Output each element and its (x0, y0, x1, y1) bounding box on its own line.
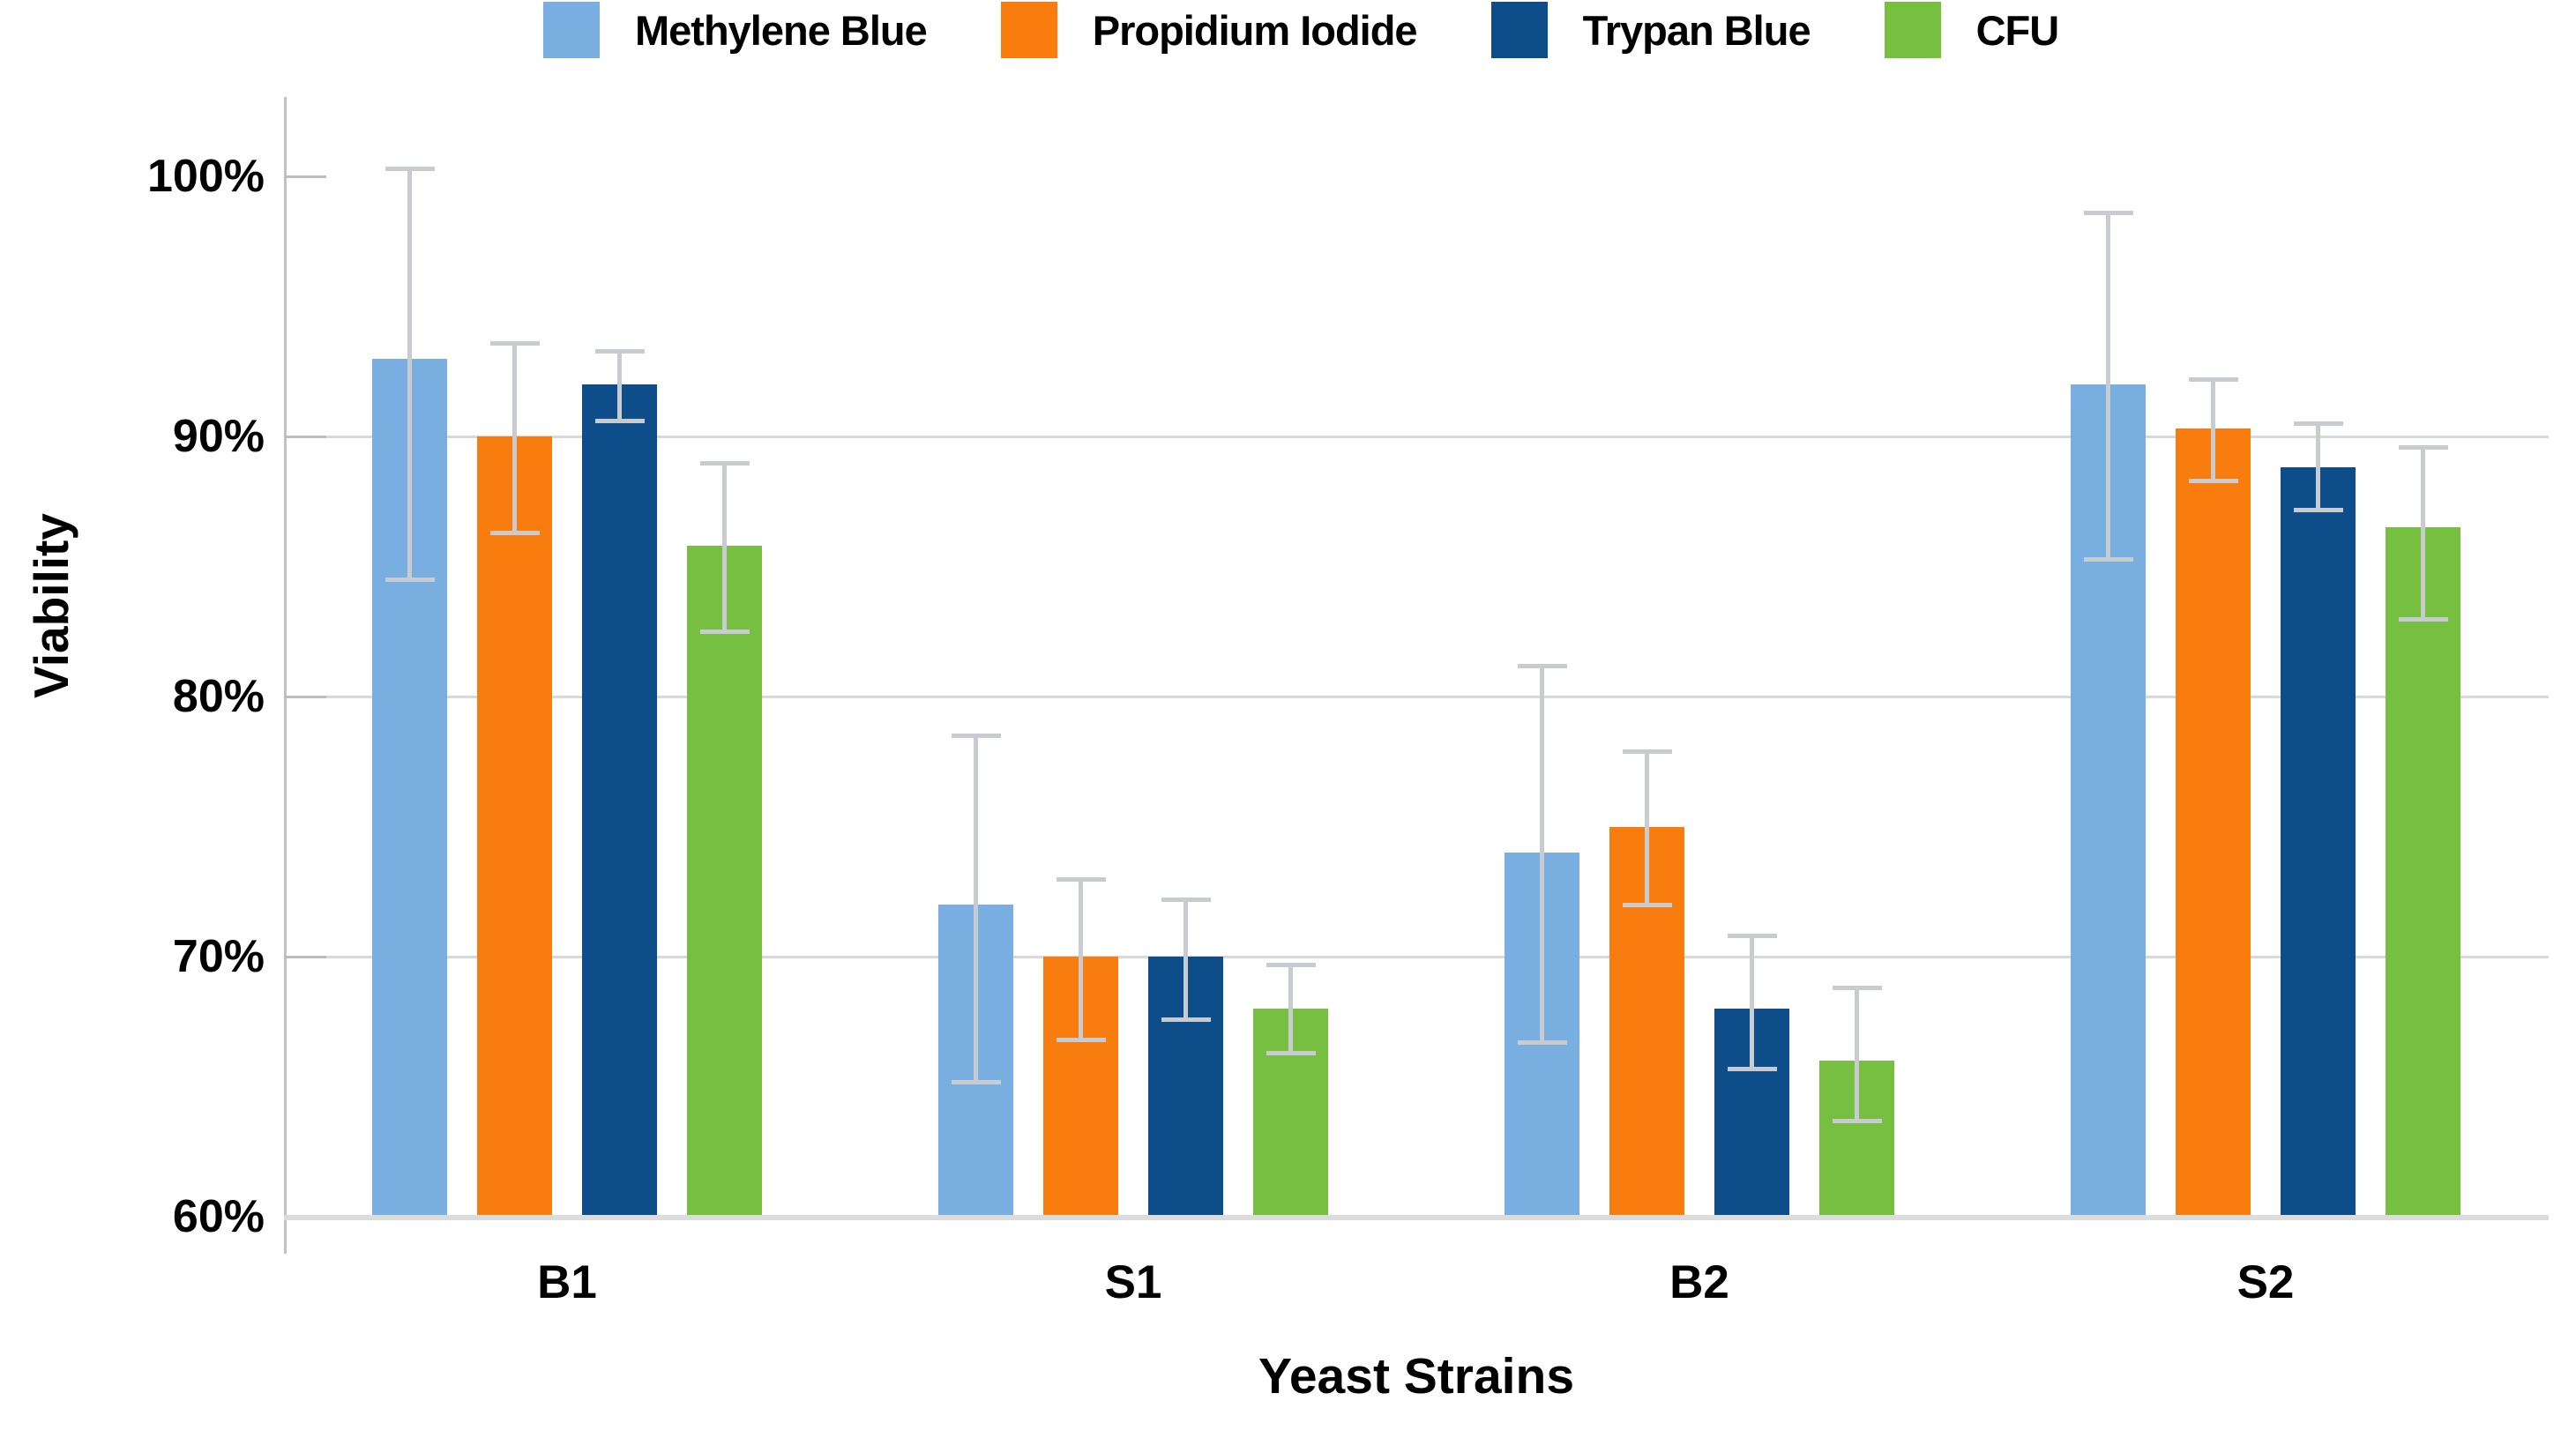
x-axis-baseline (284, 1215, 2549, 1220)
error-whisker (2421, 446, 2425, 619)
legend-label: Methylene Blue (635, 6, 928, 54)
error-cap-top (1266, 962, 1316, 967)
y-tick-label-90: 90% (172, 411, 265, 462)
error-cap-top (951, 734, 1001, 739)
legend-swatch-icon (1490, 2, 1548, 58)
error-whisker (1183, 899, 1188, 1019)
y-tick-80 (284, 696, 326, 698)
error-cap-bottom (1622, 903, 1672, 907)
legend-label: Propidium Iodide (1092, 6, 1418, 54)
x-axis-title: Yeast Strains (1258, 1348, 1575, 1404)
error-cap-top (699, 460, 750, 466)
error-cap-bottom (1161, 1017, 1211, 1022)
error-cap-bottom (385, 577, 435, 583)
bar-B1-trypan-blue (582, 384, 657, 1217)
error-cap-bottom (2293, 507, 2343, 512)
error-cap-top (1517, 663, 1567, 668)
legend-item-methylene-blue: Methylene Blue (543, 2, 928, 58)
error-cap-top (2398, 444, 2448, 450)
legend-item-cfu: CFU (1884, 2, 2060, 58)
error-whisker (2316, 423, 2320, 510)
bar-S2-propidium-iodide (2176, 428, 2251, 1217)
error-whisker (1079, 878, 1083, 1040)
error-cap-top (1832, 986, 1882, 991)
error-cap-bottom (489, 531, 540, 536)
error-cap-top (489, 340, 540, 346)
gridline-80 (284, 696, 2549, 698)
y-tick-100 (284, 175, 326, 178)
y-tick-90 (284, 436, 326, 438)
error-cap-top (2188, 377, 2238, 383)
error-cap-bottom (2398, 616, 2448, 622)
legend: Methylene Blue Propidium Iodide Trypan Blu… (543, 2, 2060, 58)
error-cap-top (1056, 876, 1106, 882)
gridline-90 (284, 436, 2549, 438)
error-whisker (2211, 379, 2215, 481)
legend-label: Trypan Blue (1582, 6, 1811, 54)
y-tick-70 (284, 956, 326, 958)
error-cap-top (385, 167, 435, 172)
error-cap-top (1727, 934, 1777, 939)
error-cap-bottom (2083, 556, 2133, 562)
error-cap-bottom (1266, 1051, 1316, 1056)
error-cap-top (2083, 211, 2133, 216)
error-cap-top (1161, 898, 1211, 903)
error-cap-bottom (1517, 1040, 1567, 1046)
legend-item-trypan-blue: Trypan Blue (1490, 2, 1811, 58)
y-tick-label-70: 70% (172, 931, 265, 982)
error-whisker (617, 350, 622, 421)
y-tick-label-80: 80% (172, 671, 265, 722)
bar-S2-trypan-blue (2281, 467, 2356, 1217)
error-cap-bottom (594, 419, 645, 424)
error-whisker (1288, 964, 1293, 1054)
bar-B1-cfu (687, 545, 762, 1217)
error-cap-bottom (1727, 1066, 1777, 1071)
error-cap-top (1622, 749, 1672, 754)
x-category-label-B1: B1 (537, 1256, 597, 1308)
y-axis-title: Viability (24, 513, 78, 698)
error-whisker (974, 735, 978, 1082)
y-tick-label-100: 100% (147, 151, 265, 202)
error-cap-bottom (1056, 1038, 1106, 1043)
error-whisker (512, 342, 517, 533)
error-whisker (1540, 665, 1544, 1043)
error-cap-bottom (699, 630, 750, 635)
error-cap-bottom (951, 1079, 1001, 1084)
bar-S2-cfu (2386, 527, 2460, 1217)
error-whisker (1645, 750, 1649, 905)
bar-B1-propidium-iodide (477, 436, 552, 1217)
legend-item-propidium-iodide: Propidium Iodide (1000, 2, 1418, 58)
error-whisker (1855, 987, 1859, 1121)
x-category-label-B2: B2 (1669, 1256, 1729, 1308)
error-cap-top (2293, 421, 2343, 427)
error-cap-top (594, 348, 645, 354)
y-axis-line (284, 97, 287, 1254)
legend-swatch-icon (1000, 2, 1057, 58)
legend-swatch-icon (543, 2, 600, 58)
y-tick-label-60: 60% (172, 1191, 265, 1242)
gridline-70 (284, 956, 2549, 958)
x-category-label-S1: S1 (1104, 1256, 1162, 1308)
error-whisker (1750, 935, 1754, 1069)
error-whisker (407, 168, 412, 580)
legend-swatch-icon (1884, 2, 1941, 58)
error-whisker (722, 462, 727, 632)
error-whisker (2106, 212, 2110, 559)
legend-label: CFU (1975, 6, 2060, 54)
error-cap-bottom (1832, 1118, 1882, 1123)
x-category-label-S2: S2 (2236, 1256, 2295, 1308)
error-cap-bottom (2188, 479, 2238, 484)
